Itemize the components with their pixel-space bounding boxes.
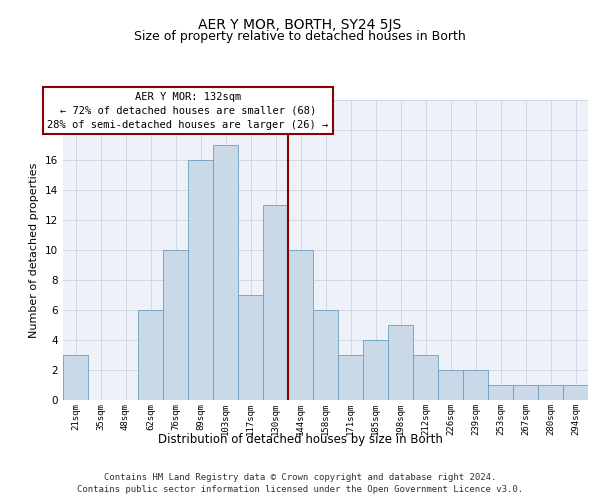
Text: Contains public sector information licensed under the Open Government Licence v3: Contains public sector information licen… <box>77 485 523 494</box>
Y-axis label: Number of detached properties: Number of detached properties <box>29 162 40 338</box>
Bar <box>188 160 213 400</box>
Bar <box>538 385 563 400</box>
Bar <box>463 370 488 400</box>
Bar <box>138 310 163 400</box>
Bar <box>313 310 338 400</box>
Bar <box>363 340 388 400</box>
Bar <box>163 250 188 400</box>
Text: AER Y MOR: 132sqm
← 72% of detached houses are smaller (68)
28% of semi-detached: AER Y MOR: 132sqm ← 72% of detached hous… <box>47 92 329 130</box>
Text: Size of property relative to detached houses in Borth: Size of property relative to detached ho… <box>134 30 466 43</box>
Bar <box>288 250 313 400</box>
Bar <box>338 355 363 400</box>
Bar <box>213 145 238 400</box>
Bar <box>513 385 538 400</box>
Bar <box>263 205 288 400</box>
Bar <box>488 385 513 400</box>
Bar <box>388 325 413 400</box>
Bar <box>63 355 88 400</box>
Text: Distribution of detached houses by size in Borth: Distribution of detached houses by size … <box>158 432 442 446</box>
Bar <box>413 355 438 400</box>
Text: Contains HM Land Registry data © Crown copyright and database right 2024.: Contains HM Land Registry data © Crown c… <box>104 472 496 482</box>
Bar <box>438 370 463 400</box>
Text: AER Y MOR, BORTH, SY24 5JS: AER Y MOR, BORTH, SY24 5JS <box>199 18 401 32</box>
Bar <box>238 295 263 400</box>
Bar <box>563 385 588 400</box>
